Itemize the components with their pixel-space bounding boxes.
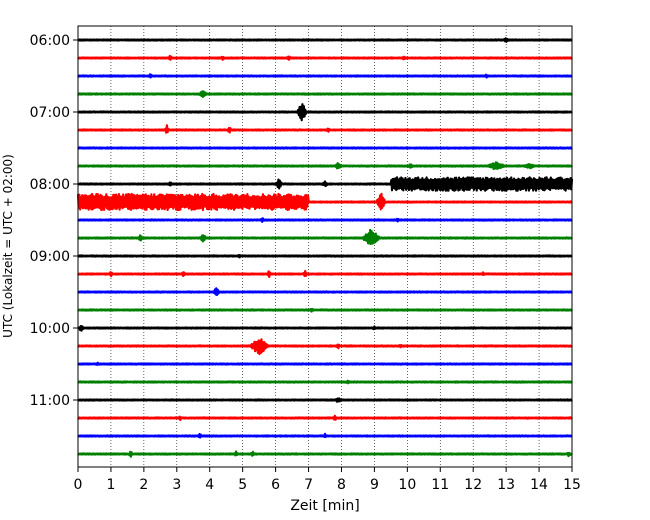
y-tick-label: 11:00: [30, 393, 70, 409]
x-tick-label: 13: [497, 477, 515, 493]
x-axis-ticks: 0 1 2 3 4 5 6 7 8 9 10 11 12 13 14 15: [74, 467, 581, 493]
x-tick-label: 6: [271, 477, 280, 493]
x-tick-label: 1: [106, 477, 115, 493]
x-tick-label: 7: [304, 477, 313, 493]
y-tick-label: 08:00: [30, 177, 70, 193]
x-tick-label: 12: [464, 477, 482, 493]
y-axis-ticks: 06:00 07:00 08:00 09:00 10:00 11:00: [30, 33, 78, 409]
trace-0715: [77, 124, 573, 134]
trace-1015: [77, 338, 573, 356]
x-tick-label: 8: [337, 477, 346, 493]
y-axis-label: UTC (Lokalzeit = UTC + 02:00): [1, 154, 15, 338]
x-tick-label: 0: [74, 477, 83, 493]
trace-0630: [77, 73, 573, 79]
x-tick-label: 10: [398, 477, 416, 493]
x-tick-label: 15: [563, 477, 581, 493]
x-tick-label: 2: [139, 477, 148, 493]
trace-1045: [77, 379, 573, 385]
trace-0815: [76, 192, 573, 212]
trace-0745: [77, 161, 573, 171]
trace-0830: [77, 217, 573, 223]
trace-0915: [77, 269, 573, 279]
y-tick-label: 10:00: [30, 321, 70, 337]
seismic-traces: [76, 37, 574, 458]
trace-0645: [77, 90, 573, 98]
plot-frame: [77, 25, 573, 468]
trace-0615: [77, 54, 573, 61]
trace-0600: [77, 37, 573, 43]
trace-1030: [77, 361, 573, 366]
x-axis-label: Zeit [min]: [290, 498, 359, 514]
x-tick-label: 4: [205, 477, 214, 493]
y-tick-label: 06:00: [30, 33, 70, 49]
y-tick-label: 07:00: [30, 105, 70, 121]
x-tick-label: 5: [238, 477, 247, 493]
trace-1130: [77, 432, 573, 439]
trace-0945: [77, 307, 573, 313]
trace-0900: [77, 253, 573, 259]
trace-1145: [77, 450, 573, 458]
trace-0845: [77, 228, 573, 245]
x-tick-label: 3: [172, 477, 181, 493]
y-tick-label: 09:00: [30, 249, 70, 265]
trace-0700: [77, 103, 573, 122]
trace-1000: [77, 325, 573, 332]
x-tick-label: 11: [431, 477, 449, 493]
trace-1115: [77, 414, 573, 422]
x-tick-label: 9: [370, 477, 379, 493]
trace-0730: [77, 146, 573, 150]
trace-1100: [77, 397, 573, 403]
trace-0800: [77, 176, 574, 192]
trace-0930: [77, 287, 573, 297]
x-tick-label: 14: [530, 477, 548, 493]
